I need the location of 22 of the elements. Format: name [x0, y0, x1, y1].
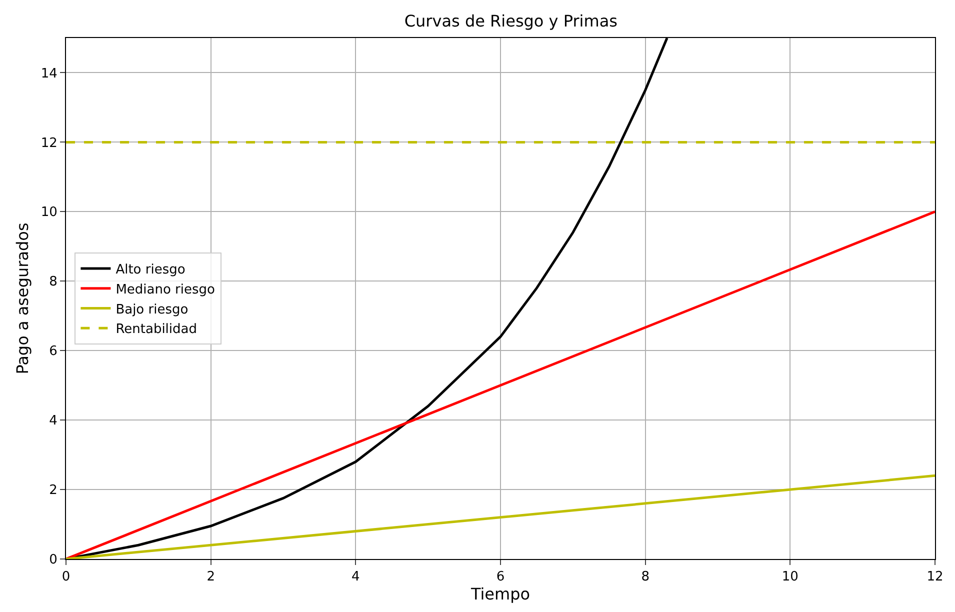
- x-tick-label: 4: [352, 570, 360, 585]
- y-tick-label: 2: [49, 483, 58, 498]
- y-tick-label: 6: [49, 344, 58, 360]
- legend-label: Mediano riesgo: [116, 282, 216, 298]
- x-axis-title: Tiempo: [470, 584, 530, 604]
- x-tick-label: 10: [782, 570, 798, 585]
- y-tick-label: 0: [49, 552, 58, 568]
- legend-label: Alto riesgo: [116, 262, 186, 278]
- y-tick-label: 12: [40, 136, 58, 151]
- y-tick-label: 14: [40, 66, 58, 82]
- y-axis-title: Pago a asegurados: [12, 222, 32, 374]
- x-tick-label: 0: [62, 570, 70, 585]
- y-tick-label: 4: [49, 414, 58, 429]
- y-tick-label: 10: [40, 205, 58, 220]
- x-tick-label: 8: [641, 570, 650, 585]
- x-tick-label: 12: [926, 570, 944, 585]
- legend-label: Bajo riesgo: [116, 302, 188, 318]
- y-tick-label: 8: [49, 274, 58, 290]
- chart-title: Curvas de Riesgo y Primas: [404, 12, 618, 30]
- legend-label: Rentabilidad: [116, 322, 198, 338]
- x-tick-label: 2: [206, 570, 215, 585]
- x-tick-label: 6: [496, 570, 505, 585]
